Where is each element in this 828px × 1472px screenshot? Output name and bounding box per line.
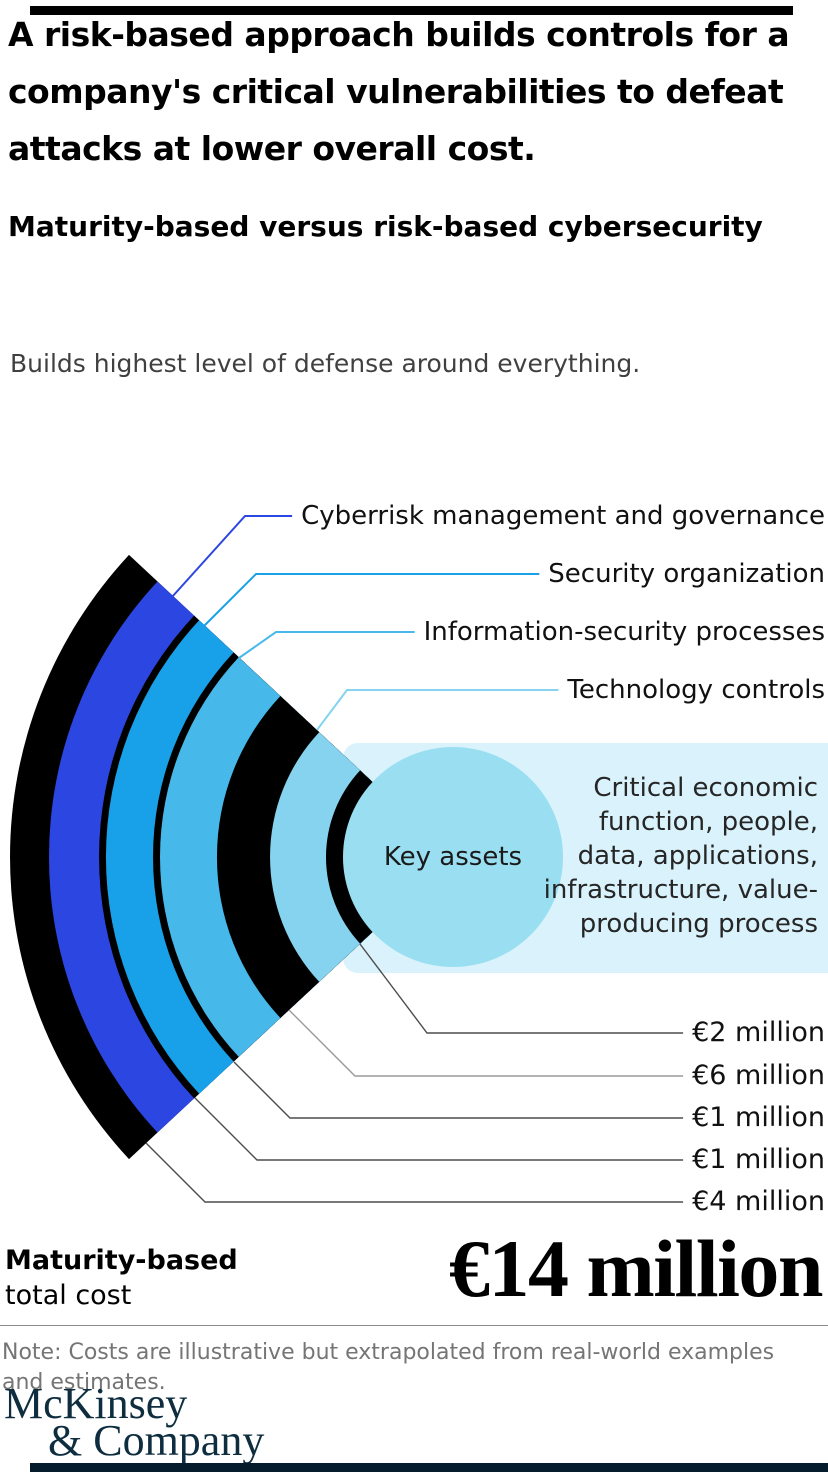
- cost-leader-line: [145, 1142, 684, 1203]
- bottom-rule: [30, 1463, 828, 1472]
- layer-leader-line: [203, 573, 540, 627]
- key-assets-description-line: infrastructure, value-: [543, 875, 818, 905]
- page-title-line: A risk-based approach builds controls fo…: [8, 15, 790, 54]
- key-assets-circle: [343, 747, 563, 967]
- layer-label-technology-controls: Technology controls: [567, 675, 825, 705]
- total-cost-label-rest: total cost: [5, 1280, 132, 1311]
- maturity-approach-description: Builds highest level of defense around e…: [10, 349, 641, 378]
- cost-leader-line: [288, 1009, 684, 1077]
- cost-leader-line: [359, 943, 684, 1034]
- total-cost-label-bold: Maturity-based: [5, 1245, 238, 1276]
- layer-label-security-org: Security organization: [548, 559, 825, 589]
- page-title-line: company's critical vulnerabilities to de…: [8, 72, 784, 111]
- key-assets-label: Key assets: [383, 842, 523, 872]
- footnote: Note: Costs are illustrative but extrapo…: [2, 1340, 775, 1395]
- page-title: A risk-based approach builds controls fo…: [8, 6, 820, 177]
- page-title-line: attacks at lower overall cost.: [8, 129, 536, 168]
- cost-leader-line: [194, 1097, 684, 1161]
- layer-leader-line: [238, 631, 415, 659]
- key-assets-description-line: Critical economic: [593, 773, 818, 803]
- footer-divider: [0, 1325, 828, 1326]
- top-rule: [30, 6, 793, 15]
- layer-leader-line: [171, 515, 293, 598]
- mckinsey-logo-line1: McKinsey: [4, 1379, 188, 1428]
- key-assets-description-line: producing process: [579, 909, 818, 939]
- cost-leader-line: [233, 1061, 684, 1119]
- layer-label-cyberrisk: Cyberrisk management and governance: [301, 501, 825, 531]
- cost-label: €1 million: [692, 1144, 825, 1175]
- key-assets-description-line: data, applications,: [577, 841, 818, 871]
- layer-label-infosec-processes: Information-security processes: [423, 617, 825, 647]
- total-cost-value: €14 million: [448, 1223, 824, 1314]
- cost-label: €2 million: [692, 1017, 825, 1048]
- key-assets-description: Critical economic function, people, data…: [398, 771, 818, 941]
- cost-label: €4 million: [692, 1186, 825, 1217]
- section-subtitle: Maturity-based versus risk-based cyberse…: [8, 210, 763, 243]
- mckinsey-logo-line2: & Company: [48, 1416, 265, 1465]
- cost-label: €6 million: [692, 1060, 825, 1091]
- total-cost-label: Maturity-based total cost: [5, 1243, 238, 1313]
- mckinsey-logo: McKinsey & Company: [4, 1379, 265, 1465]
- cost-label: €1 million: [692, 1102, 825, 1133]
- layer-leader-line: [316, 689, 559, 731]
- key-assets-description-line: function, people,: [598, 807, 818, 837]
